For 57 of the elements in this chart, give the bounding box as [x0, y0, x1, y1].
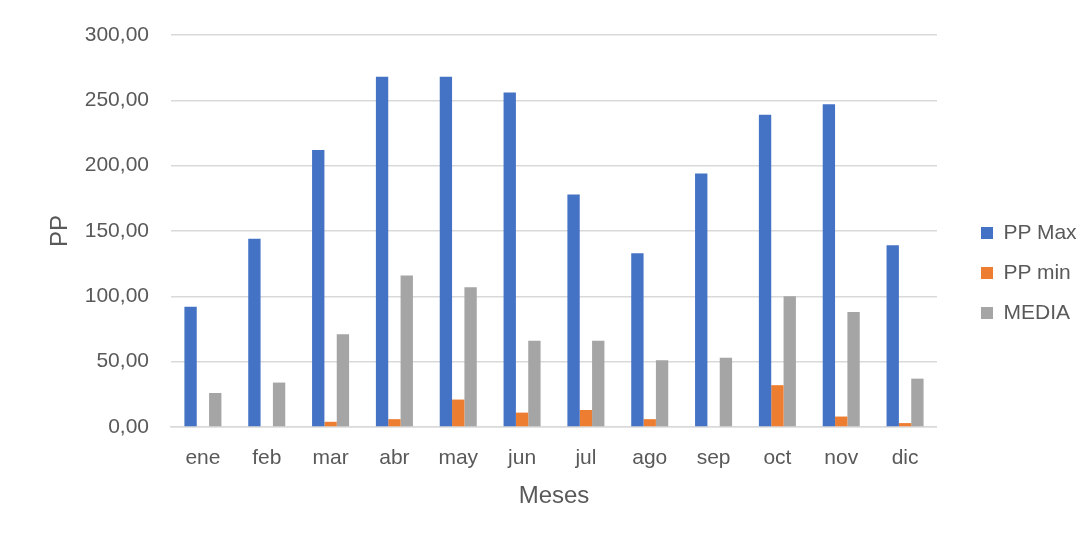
bar — [324, 421, 337, 427]
bar — [695, 173, 708, 427]
x-tick-label: ago — [632, 445, 668, 469]
bar — [758, 114, 772, 427]
x-tick-label: may — [438, 445, 479, 469]
bar — [503, 92, 516, 427]
bar — [822, 104, 836, 427]
bar — [452, 399, 465, 427]
legend-label: MEDIA — [1003, 299, 1070, 323]
bar — [209, 393, 222, 427]
y-tick-label: 300,00 — [84, 21, 149, 45]
x-tick-label: jun — [507, 445, 537, 469]
bar — [312, 149, 325, 427]
bar — [631, 253, 644, 427]
x-axis-title: Meses — [518, 481, 590, 509]
y-tick-label: 200,00 — [84, 152, 149, 176]
bar — [783, 296, 796, 427]
bar — [655, 360, 669, 427]
y-tick-label: 50,00 — [96, 348, 149, 372]
bar — [528, 340, 541, 427]
bar — [400, 275, 413, 427]
x-tick-label: jul — [574, 445, 597, 469]
x-tick-label: sep — [696, 445, 731, 469]
bar — [439, 76, 453, 427]
bar — [835, 416, 848, 427]
bar — [375, 76, 389, 427]
bar — [336, 334, 350, 427]
y-tick-label: 250,00 — [84, 87, 149, 111]
bar — [719, 357, 733, 427]
bar — [847, 312, 860, 427]
bar — [886, 245, 899, 427]
bar — [272, 382, 286, 427]
bar — [388, 419, 401, 427]
bar — [898, 423, 912, 427]
x-tick-label: oct — [763, 445, 792, 469]
legend-label: PP min — [1003, 259, 1071, 283]
y-axis-title: PP — [45, 214, 73, 248]
bar — [579, 410, 593, 427]
bar — [643, 419, 656, 427]
bar — [464, 287, 477, 427]
bar — [592, 340, 605, 427]
y-tick-label: 150,00 — [84, 217, 149, 241]
x-tick-label: ene — [185, 445, 221, 469]
bar — [567, 194, 580, 427]
bar — [911, 378, 924, 427]
bar — [248, 238, 261, 427]
y-tick-label: 100,00 — [84, 283, 149, 307]
bar — [184, 306, 197, 427]
x-tick-label: feb — [252, 445, 282, 469]
x-tick-label: dic — [891, 445, 919, 469]
bar — [771, 385, 784, 427]
x-tick-label: abr — [379, 445, 410, 469]
y-tick-label: 0,00 — [108, 413, 149, 437]
legend-label: PP Max — [1003, 219, 1078, 243]
x-tick-label: nov — [824, 445, 859, 469]
x-tick-label: mar — [312, 445, 349, 469]
bar — [515, 412, 529, 427]
